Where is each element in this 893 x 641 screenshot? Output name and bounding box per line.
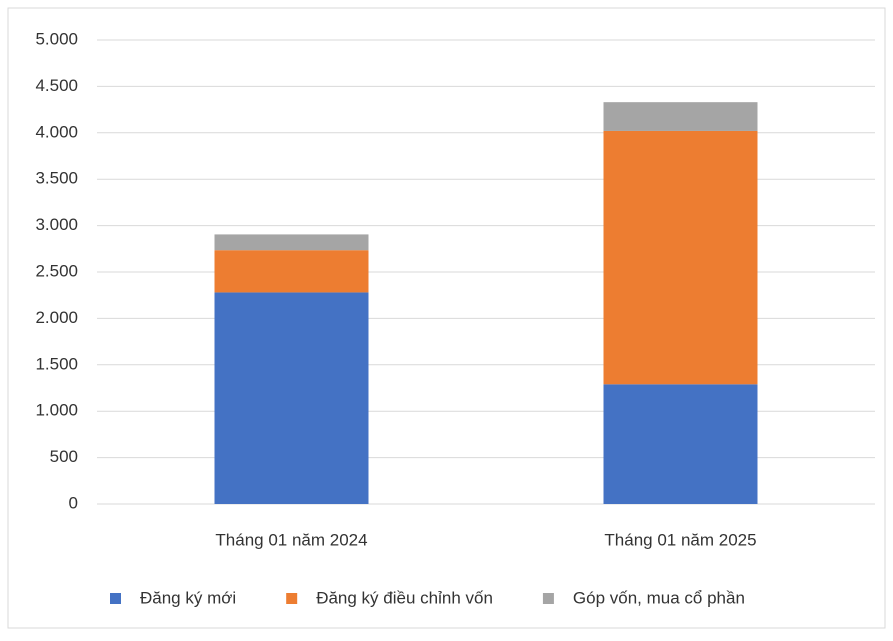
y-tick-label: 2.500 — [35, 261, 78, 280]
x-tick-label: Tháng 01 năm 2024 — [215, 530, 367, 549]
bar-segment — [603, 130, 758, 385]
y-tick-label: 1.500 — [35, 354, 78, 373]
x-tick-label: Tháng 01 năm 2025 — [604, 530, 756, 549]
legend-swatch — [110, 593, 121, 604]
y-tick-label: 1.000 — [35, 401, 78, 420]
y-tick-label: 3.500 — [35, 169, 78, 188]
y-tick-label: 5.000 — [35, 29, 78, 48]
y-tick-label: 2.000 — [35, 308, 78, 327]
legend-label: Đăng ký mới — [140, 588, 236, 607]
y-tick-label: 500 — [50, 447, 78, 466]
legend-label: Đăng ký điều chỉnh vốn — [316, 588, 493, 607]
bar-segment — [603, 384, 758, 504]
bar-segment — [214, 234, 369, 251]
bar-segment — [214, 292, 369, 504]
legend-swatch — [286, 593, 298, 604]
bar-segment — [214, 250, 369, 293]
y-tick-label: 4.000 — [35, 122, 78, 141]
legend-swatch — [542, 593, 554, 604]
y-tick-label: 0 — [69, 493, 78, 512]
y-tick-label: 3.000 — [35, 215, 78, 234]
y-tick-label: 4.500 — [35, 76, 78, 95]
bar-segment — [603, 102, 758, 131]
legend-label: Góp vốn, mua cổ phần — [573, 588, 745, 607]
